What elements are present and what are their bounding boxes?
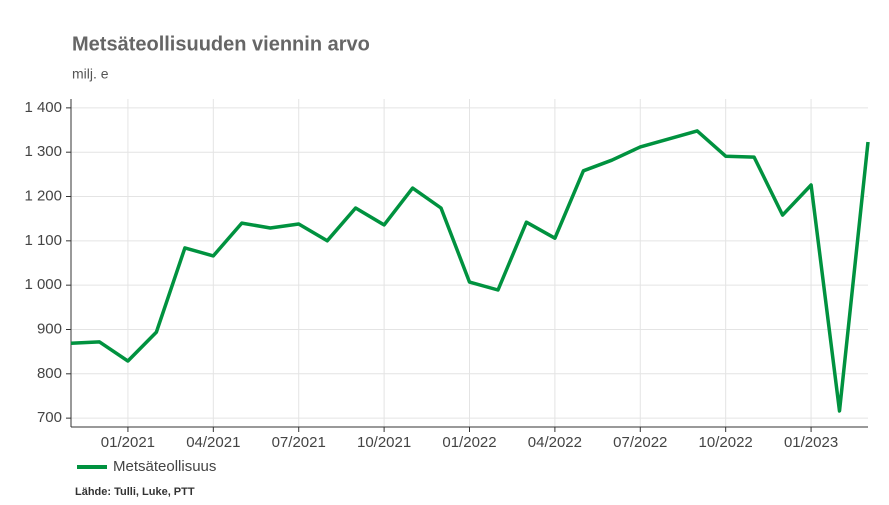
y-tick-label: 1 400 bbox=[24, 99, 62, 116]
x-tick-label: 01/2022 bbox=[442, 434, 496, 451]
chart-subtitle: milj. e bbox=[72, 66, 109, 82]
y-tick-label: 800 bbox=[37, 365, 62, 382]
x-tick-label: 07/2022 bbox=[613, 434, 667, 451]
x-tick-label: 10/2022 bbox=[699, 434, 753, 451]
y-tick-label: 1 300 bbox=[24, 143, 62, 160]
x-tick-label: 04/2022 bbox=[528, 434, 582, 451]
x-tick-label: 10/2021 bbox=[357, 434, 411, 451]
y-tick-label: 1 200 bbox=[24, 187, 62, 204]
x-tick-label: 01/2021 bbox=[101, 434, 155, 451]
y-tick-label: 700 bbox=[37, 409, 62, 426]
source: Lähde: Tulli, Luke, PTT bbox=[75, 486, 195, 498]
y-tick-label: 900 bbox=[37, 320, 62, 337]
y-tick-label: 1 100 bbox=[24, 232, 62, 249]
legend-label: Metsäteollisuus bbox=[113, 458, 216, 475]
x-tick-label: 07/2021 bbox=[272, 434, 326, 451]
x-tick-label: 04/2021 bbox=[186, 434, 240, 451]
line bbox=[70, 129, 870, 413]
y-tick-label: 1 000 bbox=[24, 276, 62, 293]
x-tick-label: 01/2023 bbox=[784, 434, 838, 451]
chart-title: Metsäteollisuuden viennin arvo bbox=[72, 33, 370, 55]
